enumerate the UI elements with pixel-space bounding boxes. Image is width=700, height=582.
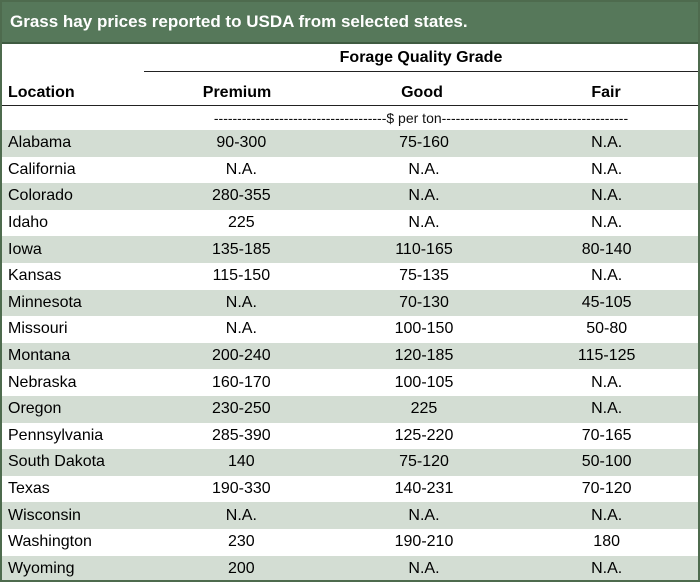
good-price-cell: 125-220 xyxy=(394,426,454,444)
table-title: Grass hay prices reported to USDA from s… xyxy=(2,2,698,44)
premium-price-cell: N.A. xyxy=(225,160,257,178)
premium-price-cell: N.A. xyxy=(150,502,333,529)
fair-price-cell: 45-105 xyxy=(515,289,698,317)
location-cell: Iowa xyxy=(2,236,150,263)
fair-price-cell: 115-125 xyxy=(515,342,698,370)
fair-price-cell: N.A. xyxy=(515,502,698,529)
table-row: South Dakota 140 75-120 50-100 xyxy=(2,449,698,476)
good-price-cell: 75-160 xyxy=(332,130,516,157)
table-row: Wyoming 200 N.A. N.A. xyxy=(2,555,698,580)
location-cell: Pennsylvania xyxy=(8,426,104,444)
table-row: Idaho 225 N.A. N.A. xyxy=(2,210,698,237)
table-row: Iowa 135-185 110-165 80-140 xyxy=(2,236,698,263)
location-header: Location xyxy=(8,84,75,101)
premium-price-cell: 230 xyxy=(227,533,255,551)
good-price-cell: 225 xyxy=(332,395,516,423)
location-cell: South Dakota xyxy=(2,449,150,476)
premium-price-cell: 90-300 xyxy=(150,130,333,157)
table-row: California N.A. N.A. N.A. xyxy=(2,157,698,184)
data-table: Alabama 90-300 75-160 N.A. California N.A. N.A… xyxy=(2,130,698,580)
fair-price-cell: 70-165 xyxy=(581,426,632,444)
good-price-cell: 110-165 xyxy=(332,236,516,263)
fair-price-cell: N.A. xyxy=(591,267,623,285)
table-row: Montana 200-240 120-185 115-125 xyxy=(2,342,698,370)
location-cell: Wyoming xyxy=(2,555,150,580)
premium-price-cell: 200-240 xyxy=(150,342,333,370)
location-cell: Nebraska xyxy=(8,373,77,391)
location-cell: Washington xyxy=(8,533,92,551)
premium-price-cell: 190-330 xyxy=(211,480,271,498)
table-body: Alabama 90-300 75-160 N.A. California N.A. N.A… xyxy=(2,130,698,580)
fair-price-cell: 70-120 xyxy=(581,480,632,498)
good-price-cell: 100-150 xyxy=(394,320,454,338)
premium-price-cell: N.A. xyxy=(225,320,257,338)
fair-price-cell: 80-140 xyxy=(515,236,698,263)
location-cell: Oregon xyxy=(2,395,150,423)
location-cell: Montana xyxy=(2,342,150,370)
fair-price-cell: 50-80 xyxy=(586,320,628,338)
good-price-cell: 120-185 xyxy=(332,342,516,370)
table-header: Forage Quality Grade Location Premium Go… xyxy=(2,44,698,106)
fair-price-cell: N.A. xyxy=(591,373,623,391)
good-price-cell: 75-135 xyxy=(399,267,449,285)
table-row: Nebraska 160-170 100-105 N.A. xyxy=(2,369,698,396)
premium-price-cell: 160-170 xyxy=(211,373,271,391)
good-price-cell: 70-130 xyxy=(332,289,516,317)
premium-price-cell: 140 xyxy=(150,449,333,476)
location-cell: Colorado xyxy=(2,183,150,210)
premium-price-cell: 230-250 xyxy=(150,395,333,423)
premium-price-cell: 285-390 xyxy=(211,426,271,444)
units-row: -------------------------------------$ p… xyxy=(213,110,629,126)
fair-price-cell: N.A. xyxy=(515,555,698,580)
premium-price-cell: 280-355 xyxy=(150,183,333,210)
location-cell: Idaho xyxy=(8,214,49,232)
fair-price-cell: N.A. xyxy=(515,130,698,157)
fair-price-cell: 50-100 xyxy=(515,449,698,476)
good-price-cell: N.A. xyxy=(332,555,516,580)
column-header-premium: Premium xyxy=(202,84,272,101)
table-row: Washington 230 190-210 180 xyxy=(2,529,698,556)
premium-price-cell: 225 xyxy=(227,214,255,232)
good-price-cell: N.A. xyxy=(408,214,440,232)
location-cell: Wisconsin xyxy=(2,502,150,529)
location-cell: Alabama xyxy=(2,130,150,157)
table-row: Pennsylvania 285-390 125-220 70-165 xyxy=(2,423,698,450)
location-cell: California xyxy=(8,160,76,178)
fair-price-cell: N.A. xyxy=(591,160,623,178)
table-row: Kansas 115-150 75-135 N.A. xyxy=(2,263,698,290)
location-cell: Minnesota xyxy=(2,289,150,317)
premium-price-cell: 115-150 xyxy=(212,267,271,285)
table-row: Colorado 280-355 N.A. N.A. xyxy=(2,183,698,210)
table-row: Texas 190-330 140-231 70-120 xyxy=(2,476,698,503)
column-header-fair: Fair xyxy=(591,84,621,101)
table-row: Wisconsin N.A. N.A. N.A. xyxy=(2,502,698,529)
premium-price-cell: 200 xyxy=(150,555,333,580)
table-row: Missouri N.A. 100-150 50-80 xyxy=(2,316,698,343)
premium-price-cell: 135-185 xyxy=(150,236,333,263)
fair-price-cell: N.A. xyxy=(515,395,698,423)
header-divider xyxy=(2,105,698,106)
fair-price-cell: 180 xyxy=(593,533,620,551)
location-cell: Missouri xyxy=(8,320,68,338)
good-price-cell: 75-120 xyxy=(332,449,516,476)
location-cell: Texas xyxy=(8,480,50,498)
location-cell: Kansas xyxy=(8,267,62,285)
column-header-good: Good xyxy=(401,84,443,101)
group-header: Forage Quality Grade xyxy=(144,44,698,72)
good-price-cell: 190-210 xyxy=(394,533,454,551)
premium-price-cell: N.A. xyxy=(150,289,333,317)
table-row: Alabama 90-300 75-160 N.A. xyxy=(2,130,698,157)
good-price-cell: 140-231 xyxy=(394,480,454,498)
fair-price-cell: N.A. xyxy=(591,214,623,232)
table-row: Minnesota N.A. 70-130 45-105 xyxy=(2,289,698,317)
good-price-cell: N.A. xyxy=(332,183,516,210)
good-price-cell: N.A. xyxy=(332,502,516,529)
table-row: Oregon 230-250 225 N.A. xyxy=(2,395,698,423)
fair-price-cell: N.A. xyxy=(515,183,698,210)
good-price-cell: N.A. xyxy=(408,160,440,178)
good-price-cell: 100-105 xyxy=(394,373,454,391)
